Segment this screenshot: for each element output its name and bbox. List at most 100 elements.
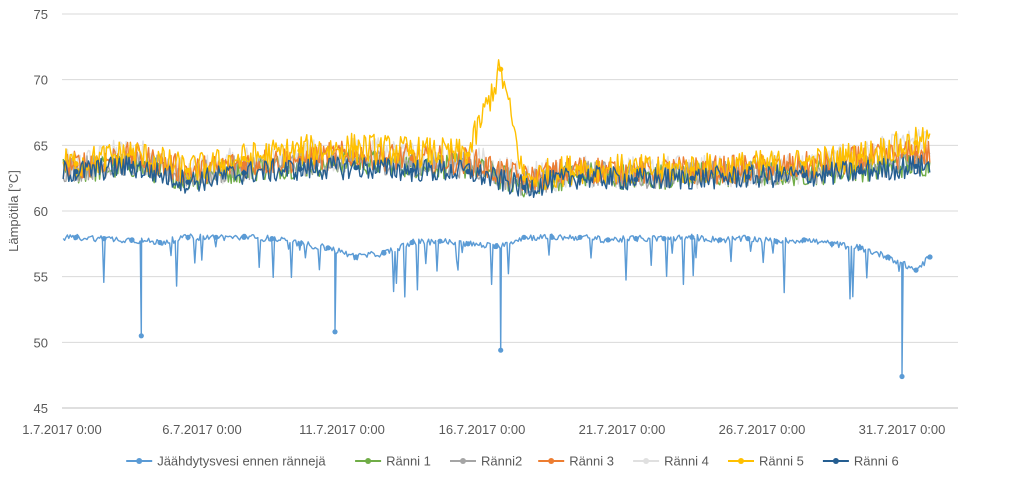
data-point	[465, 241, 471, 247]
legend-item: Ränni2	[450, 454, 522, 469]
data-point	[913, 267, 919, 273]
legend-label: Ränni2	[481, 454, 522, 469]
data-point	[633, 176, 639, 183]
data-point	[549, 234, 555, 240]
data-point	[801, 172, 807, 179]
data-point	[241, 155, 247, 162]
x-tick-label: 31.7.2017 0:00	[859, 422, 946, 437]
y-tick-label: 50	[34, 335, 48, 350]
y-tick-label: 60	[34, 204, 48, 219]
series-layer	[62, 59, 933, 380]
y-axis-title: Lämpötila [°C]	[6, 170, 21, 252]
legend-label: Jäähdytysvesi ennen rännejä	[157, 454, 326, 469]
legend-marker	[548, 458, 555, 464]
data-point	[633, 236, 639, 242]
data-point	[185, 179, 191, 185]
x-tick-label: 1.7.2017 0:00	[22, 422, 102, 437]
data-point	[409, 167, 415, 173]
data-point	[857, 245, 863, 251]
legend-marker	[365, 458, 372, 464]
data-point	[913, 150, 919, 156]
data-point	[381, 250, 387, 256]
data-point	[409, 155, 415, 162]
grid-lines	[62, 13, 958, 343]
data-point	[577, 234, 583, 240]
x-tick-label: 16.7.2017 0:00	[439, 422, 526, 437]
x-tick-labels: 1.7.2017 0:00 6.7.2017 0:00 11.7.2017 0:00…	[22, 422, 945, 437]
data-point	[297, 148, 303, 154]
data-point	[101, 236, 107, 242]
legend-label: Ränni 5	[759, 454, 804, 469]
data-point	[73, 161, 79, 167]
data-point	[332, 329, 338, 335]
data-point	[773, 238, 779, 244]
y-tick-label: 65	[34, 138, 48, 153]
legend-item: Ränni 1	[355, 454, 431, 469]
legend: Jäähdytysvesi ennen rännejä Ränni 1 Ränni2…	[126, 454, 899, 469]
data-point	[829, 241, 835, 247]
data-point	[437, 238, 443, 244]
data-point	[521, 234, 527, 240]
series-line	[62, 154, 931, 198]
data-point	[885, 254, 891, 260]
y-tick-label: 45	[34, 401, 48, 416]
series-1	[62, 233, 933, 380]
data-point	[801, 161, 807, 167]
data-point	[353, 165, 359, 171]
legend-marker	[460, 458, 466, 464]
data-point	[185, 167, 191, 173]
legend-label: Ränni 3	[569, 454, 614, 469]
data-point	[689, 166, 695, 172]
x-tick-label: 26.7.2017 0:00	[719, 422, 806, 437]
series-7	[62, 154, 931, 198]
data-point	[689, 175, 695, 181]
legend-marker	[643, 458, 650, 464]
data-point	[577, 165, 583, 171]
data-point	[129, 150, 135, 156]
data-point	[498, 66, 504, 72]
series-line	[62, 233, 930, 378]
data-point	[717, 237, 723, 243]
data-point	[241, 234, 247, 240]
data-point	[297, 166, 303, 172]
data-point	[241, 170, 247, 176]
y-tick-label: 75	[34, 7, 48, 22]
data-point	[409, 149, 415, 155]
y-tick-labels: 45 50 55 60 65 70 75	[34, 7, 48, 416]
data-point	[899, 373, 905, 380]
data-point	[353, 145, 359, 151]
data-point	[913, 163, 919, 169]
data-point	[297, 241, 303, 247]
legend-item: Ränni 3	[538, 454, 614, 469]
y-tick-label: 55	[34, 270, 48, 285]
legend-label: Ränni 4	[664, 454, 709, 469]
data-point	[927, 254, 933, 260]
data-point	[745, 174, 751, 180]
data-point	[521, 175, 527, 181]
data-point	[213, 234, 219, 240]
data-point	[325, 245, 331, 251]
data-point	[745, 236, 751, 242]
data-point	[493, 243, 499, 250]
data-point	[577, 174, 583, 180]
y-tick-label: 70	[34, 73, 48, 88]
data-point	[689, 234, 695, 240]
data-point	[857, 169, 863, 175]
x-tick-label: 21.7.2017 0:00	[579, 422, 666, 437]
x-tick-label: 11.7.2017 0:00	[299, 422, 385, 437]
legend-marker	[136, 458, 143, 464]
data-point	[857, 153, 863, 159]
data-point	[465, 169, 471, 175]
x-tick-label: 6.7.2017 0:00	[162, 422, 242, 437]
legend-item: Ränni 4	[633, 454, 709, 469]
data-point	[73, 234, 79, 240]
data-point	[465, 151, 471, 158]
data-point	[521, 184, 527, 190]
data-point	[913, 140, 919, 146]
legend-item: Ränni 6	[822, 454, 899, 469]
data-point	[409, 239, 415, 246]
legend-label: Ränni 6	[854, 454, 899, 469]
data-point	[661, 236, 667, 242]
